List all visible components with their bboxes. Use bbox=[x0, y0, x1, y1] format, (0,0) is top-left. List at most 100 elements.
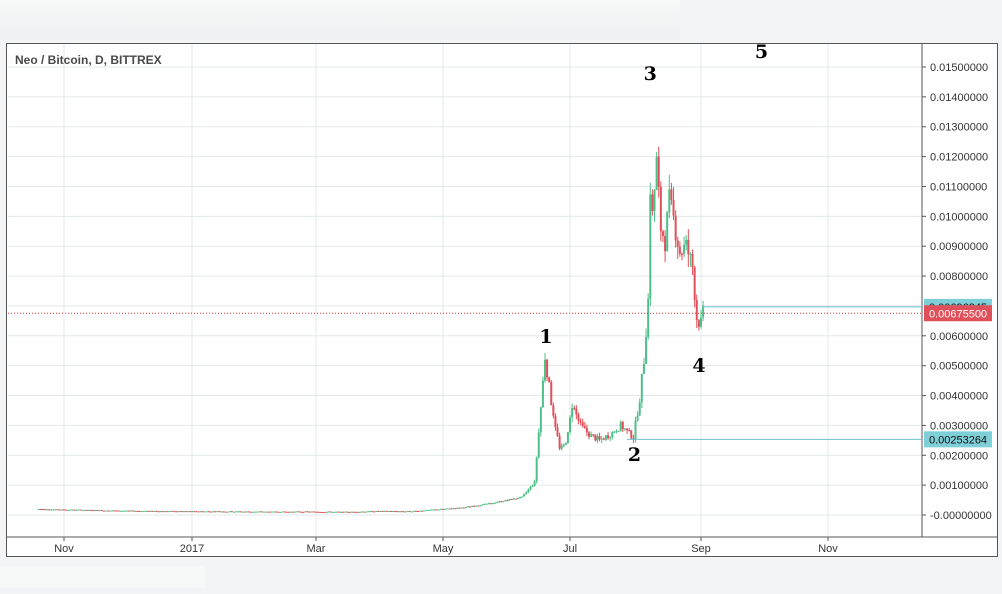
candle-body bbox=[182, 511, 185, 513]
candle-body bbox=[491, 503, 494, 505]
candle-body bbox=[506, 500, 509, 502]
candle-body bbox=[149, 510, 152, 512]
candle-body bbox=[327, 511, 330, 513]
lower-price-badge-bg bbox=[924, 431, 992, 448]
candle-body bbox=[483, 503, 486, 505]
candle-body bbox=[655, 156, 658, 190]
candle-body bbox=[86, 509, 89, 511]
horizontal-lines bbox=[627, 306, 921, 440]
candle-body bbox=[264, 511, 267, 513]
candle-body bbox=[571, 407, 574, 418]
candle-body bbox=[471, 505, 474, 507]
candle-body bbox=[379, 510, 382, 512]
candle-body bbox=[408, 511, 411, 513]
candle-body bbox=[218, 511, 221, 513]
candle-body bbox=[657, 156, 660, 187]
chart-frame[interactable] bbox=[6, 43, 998, 557]
candle-body bbox=[312, 511, 315, 513]
candle-body bbox=[598, 436, 601, 440]
y-tick-label: 0.00300000 bbox=[930, 420, 988, 432]
candle-body bbox=[356, 511, 359, 513]
candle-body bbox=[58, 509, 61, 511]
candle-body bbox=[475, 505, 478, 507]
candle-body bbox=[323, 512, 326, 514]
candle-body bbox=[525, 492, 528, 494]
wave-label-5: 5 bbox=[755, 41, 768, 63]
x-tick-label: Jul bbox=[563, 543, 577, 555]
candle-body bbox=[535, 457, 538, 482]
candle-body bbox=[75, 509, 78, 511]
candle-body bbox=[433, 509, 436, 511]
candle-body bbox=[529, 486, 532, 490]
candle-body bbox=[342, 511, 345, 513]
candle-body bbox=[155, 510, 158, 512]
candle-body bbox=[404, 511, 407, 513]
candle-body bbox=[498, 501, 501, 503]
candle-body bbox=[207, 511, 210, 513]
candle-body bbox=[63, 509, 65, 511]
candle-body bbox=[60, 509, 63, 511]
candle-body bbox=[125, 510, 128, 512]
y-tick-label: 0.01500000 bbox=[930, 62, 988, 74]
candle-body bbox=[69, 509, 72, 511]
candle-body bbox=[339, 511, 342, 513]
candle-body bbox=[52, 509, 55, 511]
candle-body bbox=[56, 509, 59, 511]
candle-body bbox=[554, 415, 557, 428]
candle-body bbox=[590, 434, 593, 437]
candle-body bbox=[533, 481, 536, 486]
candle-body bbox=[628, 430, 631, 432]
y-tick-label: -0.00000000 bbox=[930, 510, 992, 522]
candle-body bbox=[354, 511, 357, 513]
candle-body bbox=[670, 189, 673, 201]
candle-body bbox=[456, 507, 459, 509]
candle-body bbox=[205, 511, 208, 513]
candle-body bbox=[383, 510, 386, 512]
y-axis-ticks: 0.01500000 0.01400000 0.01300000 0.01200000… bbox=[922, 62, 992, 522]
wave-annotations: 1 2 3 4 5 bbox=[539, 41, 768, 466]
candle-body bbox=[387, 511, 390, 513]
wave-label-3: 3 bbox=[644, 63, 657, 85]
candle-body bbox=[450, 508, 453, 510]
candle-body bbox=[153, 510, 156, 512]
candle-body bbox=[626, 428, 629, 431]
candle-body bbox=[377, 510, 380, 512]
candle-body bbox=[381, 510, 384, 512]
candle-body bbox=[201, 511, 204, 513]
candle-body bbox=[130, 510, 133, 512]
candle-body bbox=[237, 511, 240, 513]
current-price-badge-bg bbox=[924, 305, 992, 322]
candle-body bbox=[523, 493, 526, 497]
candle-body bbox=[113, 510, 116, 512]
candle-body bbox=[581, 421, 584, 426]
candle-body bbox=[102, 510, 105, 512]
candle-body bbox=[142, 511, 145, 513]
candle-body bbox=[144, 510, 147, 512]
candle-body bbox=[247, 511, 250, 513]
candle-body bbox=[577, 414, 580, 421]
candle-body bbox=[442, 508, 444, 510]
candle-body bbox=[136, 510, 139, 512]
candle-body bbox=[117, 510, 120, 512]
candle-body bbox=[556, 427, 559, 436]
candle-body bbox=[132, 510, 135, 512]
y-tick-label: 0.00200000 bbox=[930, 450, 988, 462]
candle-body bbox=[546, 359, 549, 378]
candle-body bbox=[94, 509, 97, 511]
candle-body bbox=[73, 509, 76, 511]
candle-body bbox=[431, 509, 434, 511]
candle-body bbox=[279, 511, 282, 513]
candle-body bbox=[429, 509, 432, 511]
candle-body bbox=[462, 507, 465, 509]
candle-body bbox=[423, 510, 426, 512]
candle-body bbox=[594, 434, 597, 441]
x-tick-label: Sep bbox=[691, 543, 711, 555]
candle-body bbox=[512, 498, 515, 500]
candle-body bbox=[226, 511, 229, 513]
candle-body bbox=[199, 511, 202, 513]
candle-body bbox=[519, 497, 522, 499]
x-tick-label: 2017 bbox=[180, 543, 204, 555]
candle-body bbox=[460, 507, 463, 509]
candle-body bbox=[369, 511, 372, 513]
